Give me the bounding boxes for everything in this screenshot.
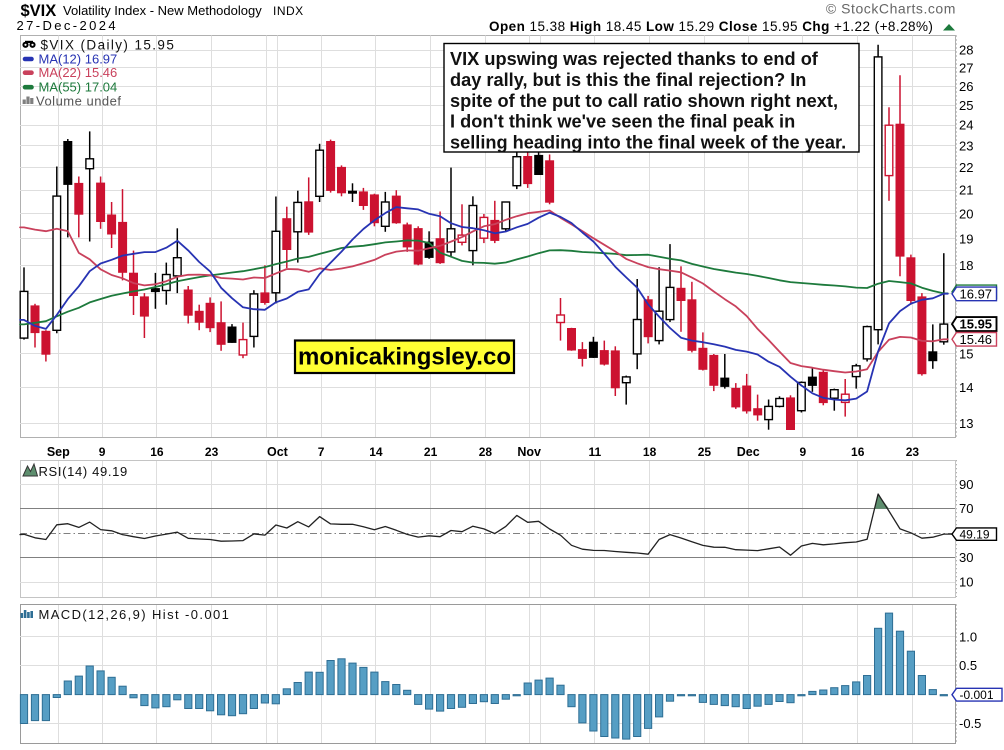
svg-text:11: 11 xyxy=(589,445,602,459)
svg-text:70: 70 xyxy=(959,501,973,516)
svg-text:© StockCharts.com: © StockCharts.com xyxy=(826,1,956,17)
svg-text:Oct: Oct xyxy=(267,445,289,459)
svg-text:10: 10 xyxy=(959,575,973,590)
svg-text:22: 22 xyxy=(959,160,973,175)
svg-text:day rally, but is this the fin: day rally, but is this the final rejecti… xyxy=(450,70,806,90)
svg-text:15: 15 xyxy=(959,347,973,362)
svg-text:spite of the put to call ratio: spite of the put to call ratio shown rig… xyxy=(450,91,838,111)
svg-text:RSI(14) 49.19: RSI(14) 49.19 xyxy=(39,464,128,479)
svg-text:16: 16 xyxy=(150,445,164,459)
svg-text:Nov: Nov xyxy=(517,445,541,459)
svg-text:Volatility Index - New Methodo: Volatility Index - New Methodology xyxy=(63,3,262,18)
svg-text:23: 23 xyxy=(906,445,920,459)
svg-text:16: 16 xyxy=(851,445,865,459)
svg-text:13: 13 xyxy=(959,416,973,431)
svg-text:I don't think we've seen the f: I don't think we've seen the final peak … xyxy=(450,112,795,132)
svg-text:18: 18 xyxy=(959,258,973,273)
svg-text:-0.001: -0.001 xyxy=(960,688,994,702)
svg-text:27: 27 xyxy=(959,60,973,75)
svg-text:selling heading into the final: selling heading into the final week of t… xyxy=(450,132,846,152)
svg-text:$VIX: $VIX xyxy=(21,2,57,20)
svg-text:9: 9 xyxy=(99,445,106,459)
svg-text:28: 28 xyxy=(479,445,493,459)
svg-text:19: 19 xyxy=(959,231,973,246)
svg-text:23: 23 xyxy=(205,445,219,459)
svg-text:MA(55) 17.04: MA(55) 17.04 xyxy=(39,80,118,95)
svg-text:25: 25 xyxy=(698,445,712,459)
svg-text:24: 24 xyxy=(959,118,973,133)
svg-text:28: 28 xyxy=(959,43,973,58)
svg-text:MA(22) 15.46: MA(22) 15.46 xyxy=(39,65,118,80)
svg-text:25: 25 xyxy=(959,98,973,113)
svg-text:21: 21 xyxy=(959,183,973,198)
svg-text:7: 7 xyxy=(318,445,325,459)
svg-text:90: 90 xyxy=(959,477,973,492)
svg-text:21: 21 xyxy=(424,445,438,459)
svg-text:0.5: 0.5 xyxy=(959,658,977,673)
svg-text:INDX: INDX xyxy=(273,4,304,18)
svg-text:MA(12) 16.97: MA(12) 16.97 xyxy=(39,52,118,67)
svg-text:27-Dec-2024: 27-Dec-2024 xyxy=(17,18,119,33)
svg-text:18: 18 xyxy=(643,445,657,459)
svg-text:15.46: 15.46 xyxy=(960,332,993,347)
svg-text:14: 14 xyxy=(959,380,973,395)
svg-text:14: 14 xyxy=(369,445,383,459)
svg-text:23: 23 xyxy=(959,139,973,154)
svg-text:30: 30 xyxy=(959,550,973,565)
svg-text:monicakingsley.co: monicakingsley.co xyxy=(298,344,511,371)
svg-text:1.0: 1.0 xyxy=(959,629,977,644)
svg-text:9: 9 xyxy=(800,445,807,459)
svg-text:20: 20 xyxy=(959,207,973,222)
svg-text:-0.5: -0.5 xyxy=(959,716,981,731)
svg-text:MACD(12,26,9) Hist -0.001: MACD(12,26,9) Hist -0.001 xyxy=(39,607,231,622)
svg-text:26: 26 xyxy=(959,79,973,94)
svg-text:$VIX (Daily) 15.95: $VIX (Daily) 15.95 xyxy=(41,38,176,53)
svg-text:Open 15.38 High 18.45 Low 15.2: Open 15.38 High 18.45 Low 15.29 Close 15… xyxy=(489,19,933,34)
svg-text:Volume undef: Volume undef xyxy=(36,94,122,109)
svg-text:VIX upswing was rejected thank: VIX upswing was rejected thanks to end o… xyxy=(450,49,819,69)
svg-text:16.97: 16.97 xyxy=(960,286,993,301)
svg-text:15.95: 15.95 xyxy=(960,317,993,332)
svg-text:Dec: Dec xyxy=(737,445,760,459)
svg-text:49.19: 49.19 xyxy=(960,528,990,542)
svg-text:Sep: Sep xyxy=(47,445,70,459)
